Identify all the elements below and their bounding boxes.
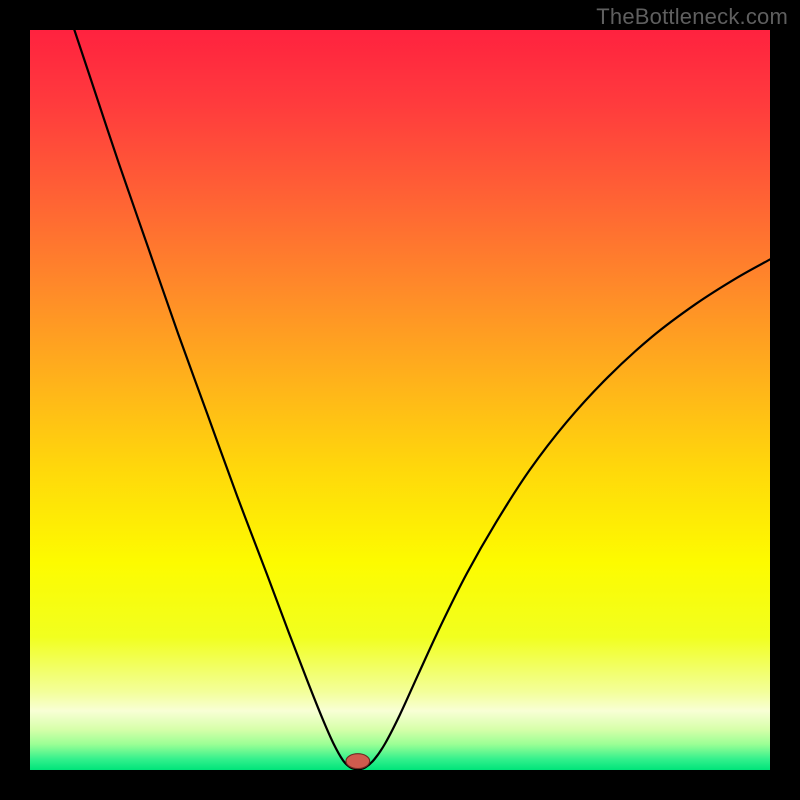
- chart-svg: [30, 30, 770, 770]
- watermark-text: TheBottleneck.com: [596, 4, 788, 30]
- plot-area: [30, 30, 770, 770]
- chart-frame: TheBottleneck.com: [0, 0, 800, 800]
- optimal-point-marker: [346, 754, 370, 769]
- gradient-background: [30, 30, 770, 770]
